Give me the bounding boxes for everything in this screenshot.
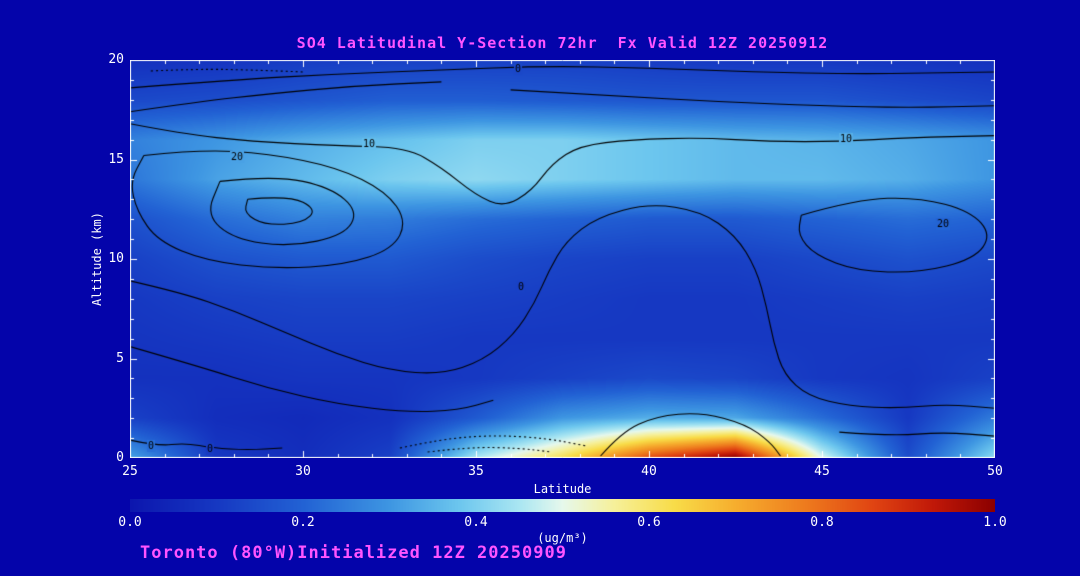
y-tick-label: 5 (116, 350, 124, 366)
y-tick-label: 0 (116, 450, 124, 465)
colorbar (130, 499, 995, 512)
x-tick-label: 40 (641, 464, 657, 479)
x-tick-label: 35 (468, 464, 484, 479)
colorbar-tick-label: 1.0 (983, 515, 1007, 530)
colorbar-units-label: (ug/m³) (537, 531, 588, 545)
chart-title: SO4 Latitudinal Y-Section 72hr Fx Valid … (296, 34, 829, 52)
colorbar-tick-label: 0.8 (810, 515, 834, 530)
x-axis-label: Latitude (533, 482, 592, 496)
colorbar-gradient (130, 499, 995, 512)
colorbar-tick-label: 0.4 (464, 515, 488, 530)
colorbar-tick-label: 0.6 (637, 515, 661, 530)
y-tick-label: 10 (108, 251, 124, 266)
colorbar-tick-label: 0.0 (118, 515, 142, 530)
x-tick-label: 50 (987, 464, 1003, 479)
y-tick-label: 15 (108, 151, 124, 167)
x-tick-label: 45 (814, 464, 830, 479)
x-tick-label: 25 (122, 464, 138, 479)
x-tick-label: 30 (295, 464, 311, 479)
footer-annotation: Toronto (80°W)Initialized 12Z 20250909 (140, 543, 567, 563)
y-tick-label: 20 (108, 52, 124, 67)
plot-area (130, 60, 995, 458)
so4-field-canvas (130, 60, 995, 458)
colorbar-tick-label: 0.2 (291, 515, 315, 530)
